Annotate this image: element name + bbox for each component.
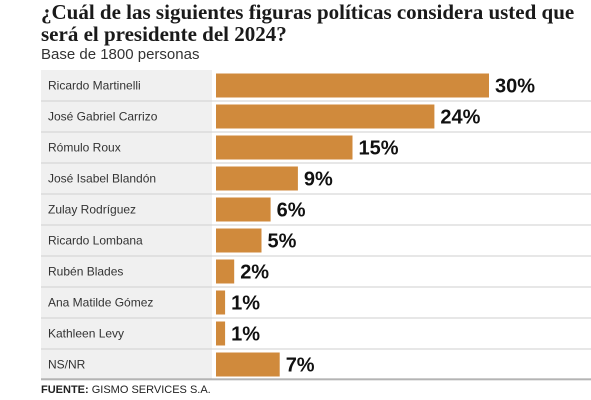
category-label: NS/NR (48, 358, 86, 372)
chart-subtitle: Base de 1800 personas (41, 46, 200, 63)
bar (216, 228, 262, 253)
value-label: 9% (304, 169, 333, 191)
category-label: Ana Matilde Gómez (48, 296, 153, 310)
value-label: 30% (495, 76, 535, 98)
category-label: Rubén Blades (48, 265, 123, 279)
value-label: 5% (268, 231, 297, 253)
chart-title: ¿Cuál de las siguientes figuras política… (41, 0, 575, 46)
bar (216, 166, 298, 191)
value-label: 6% (277, 200, 306, 222)
source-note: FUENTE: GISMO SERVICES S.A. (41, 384, 211, 396)
bar (216, 197, 271, 222)
value-label: 7% (286, 355, 315, 377)
value-label: 1% (231, 324, 260, 346)
category-label: Zulay Rodríguez (48, 203, 136, 217)
source-text: GISMO SERVICES S.A. (88, 384, 211, 396)
source-label: FUENTE: (41, 384, 89, 396)
value-label: 15% (359, 138, 399, 160)
bar (216, 352, 280, 377)
bar (216, 104, 435, 129)
category-label: José Gabriel Carrizo (48, 110, 158, 124)
category-label: Rómulo Roux (48, 141, 121, 155)
value-label: 24% (440, 107, 480, 129)
category-label: Ricardo Martinelli (48, 79, 141, 93)
bar (216, 135, 353, 160)
category-label: Ricardo Lombana (48, 234, 143, 248)
category-label: Kathleen Levy (48, 327, 124, 341)
bar (216, 290, 226, 315)
value-label: 1% (231, 293, 260, 315)
bar (216, 321, 226, 346)
value-label: 2% (240, 262, 269, 284)
bar (216, 259, 235, 284)
bar (216, 73, 489, 98)
category-label: José Isabel Blandón (48, 172, 156, 186)
